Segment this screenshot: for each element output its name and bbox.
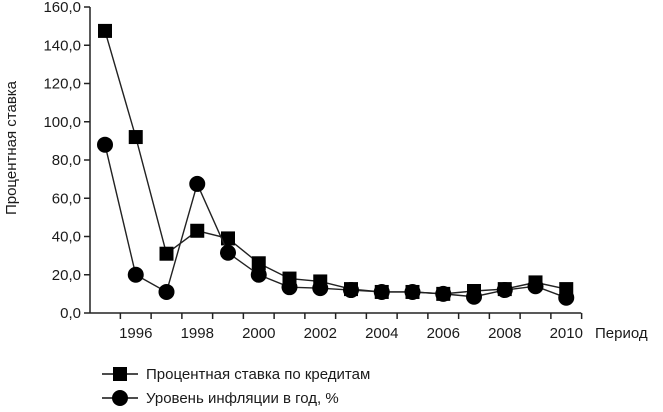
x-tick-label: 2002: [304, 325, 337, 342]
x-tick-label: 1998: [181, 325, 214, 342]
series-layer: [97, 23, 575, 306]
circle-data-point: [281, 279, 298, 296]
x-axis-title: Период: [595, 325, 648, 342]
square-marker-icon: [102, 367, 138, 381]
circle-data-point: [343, 282, 359, 299]
series-inflation: [97, 136, 575, 306]
circle-data-point: [496, 282, 513, 299]
circle-marker-icon: [102, 390, 138, 406]
legend-label: Процентная ставка по кредитам: [146, 365, 371, 383]
x-tick-label: 2000: [242, 325, 275, 342]
y-tick-label: 60,0: [52, 190, 81, 207]
legend-label: Уровень инфляции в год, %: [146, 389, 339, 407]
y-tick-label: 20,0: [52, 267, 81, 284]
x-tick-label: 2004: [365, 325, 398, 342]
circle-data-point: [466, 288, 482, 305]
circle-data-point: [312, 280, 329, 297]
circle-data-point: [189, 175, 206, 192]
x-tick-label: 2008: [488, 325, 521, 342]
circle-data-point: [558, 289, 575, 306]
y-tick-label: 120,0: [43, 76, 81, 93]
circle-data-point: [404, 283, 421, 300]
circle-data-point: [158, 283, 175, 300]
y-tick-label: 40,0: [52, 229, 81, 246]
circle-data-point: [527, 278, 544, 295]
square-data-point: [159, 246, 174, 261]
y-tick-label: 80,0: [52, 152, 81, 169]
x-tick-label: 1996: [119, 325, 152, 342]
circle-data-point: [97, 136, 113, 153]
line-chart: 0,020,040,060,080,0100,0120,0140,0160,0 …: [3, 0, 648, 342]
circle-data-point: [373, 283, 390, 300]
legend-item-inflation: Уровень инфляции в год, %: [100, 386, 370, 410]
circle-data-point: [220, 244, 236, 261]
y-tick-label: 160,0: [43, 0, 81, 16]
square-data-point: [251, 256, 266, 271]
square-data-point: [128, 130, 143, 145]
legend-item-rate: Процентная ставка по кредитам: [100, 362, 370, 386]
square-data-point: [221, 231, 235, 246]
x-axis: 1996 1998 2000 2002 2004 2006 2008 2010: [90, 312, 583, 342]
legend: Процентная ставка по кредитам Уровень ин…: [100, 362, 370, 410]
series-interest-rate: [98, 23, 574, 301]
x-tick-label: 2006: [427, 325, 460, 342]
x-tick-label: 2010: [550, 325, 583, 342]
y-axis: 0,0 20,0 40,0 60,0 80,0 100,0 120,0 140,0 160,0: [43, 0, 91, 322]
circle-data-point: [127, 266, 144, 283]
y-tick-label: 100,0: [43, 114, 81, 131]
square-data-point: [190, 223, 205, 238]
circle-data-point: [250, 266, 267, 283]
circle-data-point: [435, 285, 452, 302]
square-data-point: [98, 23, 112, 38]
y-tick-label: 0,0: [60, 305, 81, 322]
y-axis-title: Процентная ставка: [3, 80, 20, 215]
y-tick-label: 140,0: [43, 37, 81, 54]
